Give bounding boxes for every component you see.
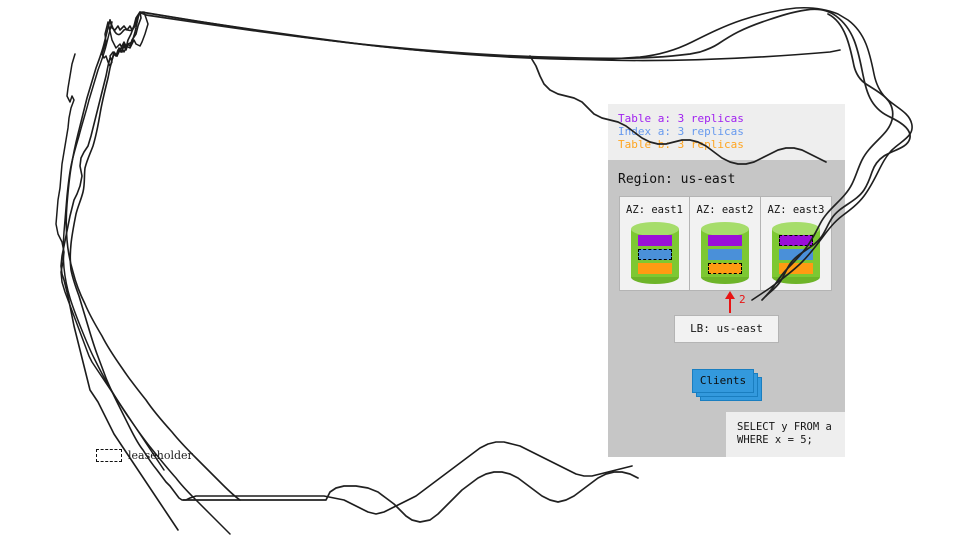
az-box-east2[interactable]: AZ: east2 [690,195,761,291]
az-label-east3: AZ: east3 [767,203,825,216]
region-title: Region: us-east [618,171,736,187]
replica-bar-table-b [779,262,813,274]
legend-line-index-a: Index a: 3 replicas [618,125,744,139]
replica-bar-table-a-leaseholder [779,234,813,246]
leaseholder-legend: leaseholder [96,449,193,462]
sql-query-box: SELECT y FROM a WHERE x = 5; [726,412,845,457]
clients-stack[interactable]: Clients [692,368,762,401]
us-gulf-and-florida-path [182,471,639,523]
replica-bar-table-a [637,234,672,246]
sql-line-2: WHERE x = 5; [737,434,813,446]
arrow-head-icon [725,290,735,299]
az-box-east1[interactable]: AZ: east1 [619,195,690,291]
load-balancer-box[interactable]: LB: us-east [674,314,779,343]
replica-legend: Table a: 3 replicas Index a: 3 replicas … [608,104,845,160]
us-mainland-path [101,11,149,67]
database-cylinder-east2 [701,221,749,284]
replica-bars-east1 [631,231,679,279]
replica-bars-east3 [772,231,820,279]
replica-bar-table-a [708,234,742,246]
replica-bars-east2 [701,231,749,279]
database-cylinder-east3 [772,221,820,284]
request-flow-arrow: 2 [619,290,836,315]
legend-line-table-a: Table a: 3 replicas [618,112,744,125]
replica-bar-index-a [779,248,813,260]
replica-bar-index-a-leaseholder [637,248,672,260]
us-coastline-detailed-path [69,11,633,515]
legend-line-table-b: Table b: 3 replicas [618,138,744,152]
replica-bar-table-b [637,262,672,274]
arrow-step-label: 2 [739,292,746,306]
az-label-east2: AZ: east2 [696,203,754,216]
dashed-rectangle-icon [96,449,122,462]
database-cylinder-east1 [630,221,679,284]
replica-bar-index-a [708,248,742,260]
leaseholder-legend-label: leaseholder [128,449,193,462]
sql-line-1: SELECT y FROM a [737,421,832,433]
replica-bar-table-b-leaseholder [708,262,742,274]
us-west-and-south-border-path [55,53,165,471]
availability-zone-row: AZ: east1 AZ: east2 [619,195,836,291]
az-box-east3[interactable]: AZ: east3 [761,195,832,291]
az-label-east1: AZ: east1 [626,203,683,216]
region-panel: Table a: 3 replicas Index a: 3 replicas … [608,104,845,457]
clients-label[interactable]: Clients [692,368,754,393]
